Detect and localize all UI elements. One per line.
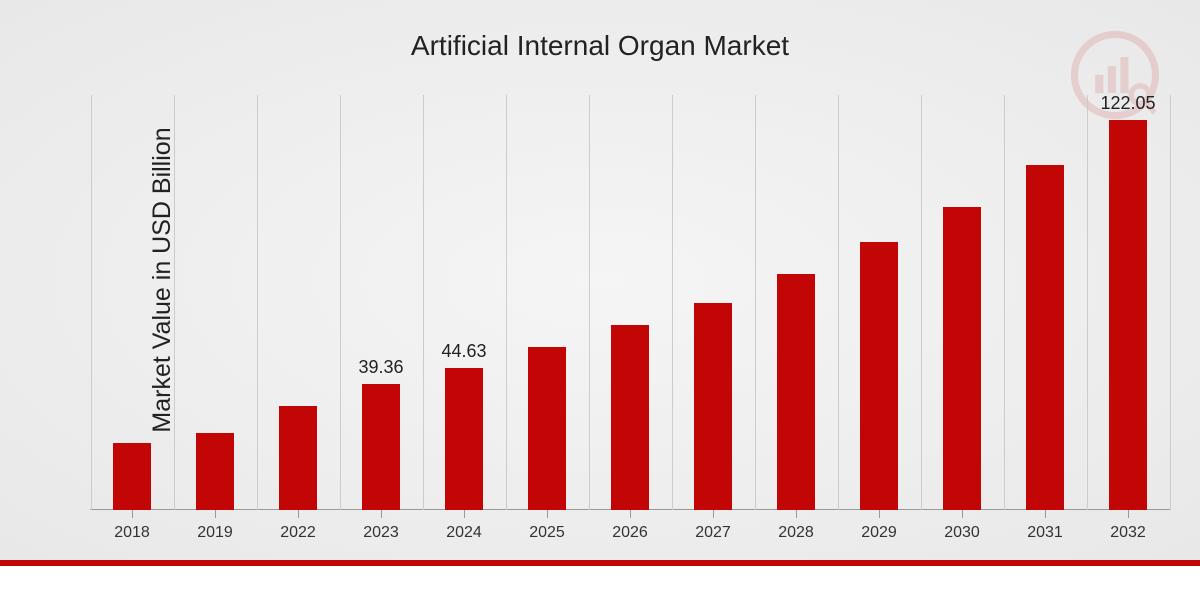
bar <box>196 433 234 510</box>
bar <box>943 207 981 510</box>
footer-bar <box>0 560 1200 600</box>
x-axis-label: 2023 <box>341 524 421 542</box>
x-tick <box>962 510 963 518</box>
x-tick <box>381 510 382 518</box>
bar <box>362 384 400 510</box>
gridline <box>257 95 258 510</box>
chart-background: Artificial Internal Organ Market Market … <box>0 0 1200 560</box>
gridline <box>91 95 92 510</box>
bar <box>528 347 566 510</box>
x-tick <box>132 510 133 518</box>
x-tick <box>630 510 631 518</box>
x-axis-label: 2031 <box>1005 524 1085 542</box>
gridline <box>589 95 590 510</box>
bar-value-label: 39.36 <box>341 357 421 378</box>
x-axis-label: 2027 <box>673 524 753 542</box>
bar <box>445 368 483 510</box>
x-axis-label: 2029 <box>839 524 919 542</box>
footer-white-stripe <box>0 566 1200 600</box>
x-axis-label: 2022 <box>258 524 338 542</box>
x-axis-label: 2024 <box>424 524 504 542</box>
bar <box>279 406 317 510</box>
x-axis-label: 2030 <box>922 524 1002 542</box>
x-tick <box>464 510 465 518</box>
x-tick <box>215 510 216 518</box>
x-tick <box>879 510 880 518</box>
x-tick <box>1045 510 1046 518</box>
x-axis-label: 2028 <box>756 524 836 542</box>
bar <box>1109 120 1147 510</box>
x-tick <box>1128 510 1129 518</box>
x-axis-label: 2032 <box>1088 524 1168 542</box>
gridline <box>672 95 673 510</box>
gridline <box>838 95 839 510</box>
bar <box>860 242 898 510</box>
gridline <box>506 95 507 510</box>
x-axis-label: 2019 <box>175 524 255 542</box>
bar <box>694 303 732 511</box>
x-axis-label: 2025 <box>507 524 587 542</box>
bar-value-label: 122.05 <box>1088 93 1168 114</box>
bar-value-label: 44.63 <box>424 341 504 362</box>
x-axis-label: 2018 <box>92 524 172 542</box>
gridline <box>1087 95 1088 510</box>
gridline <box>1170 95 1171 510</box>
x-tick <box>796 510 797 518</box>
bar <box>611 325 649 510</box>
gridline <box>340 95 341 510</box>
gridline <box>755 95 756 510</box>
x-tick <box>547 510 548 518</box>
x-tick <box>298 510 299 518</box>
chart-title: Artificial Internal Organ Market <box>0 30 1200 62</box>
x-tick <box>713 510 714 518</box>
gridline <box>1004 95 1005 510</box>
plot-region: 20182019202239.36202344.6320242025202620… <box>90 95 1170 510</box>
bar <box>777 274 815 510</box>
gridline <box>423 95 424 510</box>
x-axis-label: 2026 <box>590 524 670 542</box>
gridline <box>921 95 922 510</box>
gridline <box>174 95 175 510</box>
bar <box>1026 165 1064 510</box>
bar <box>113 443 151 510</box>
